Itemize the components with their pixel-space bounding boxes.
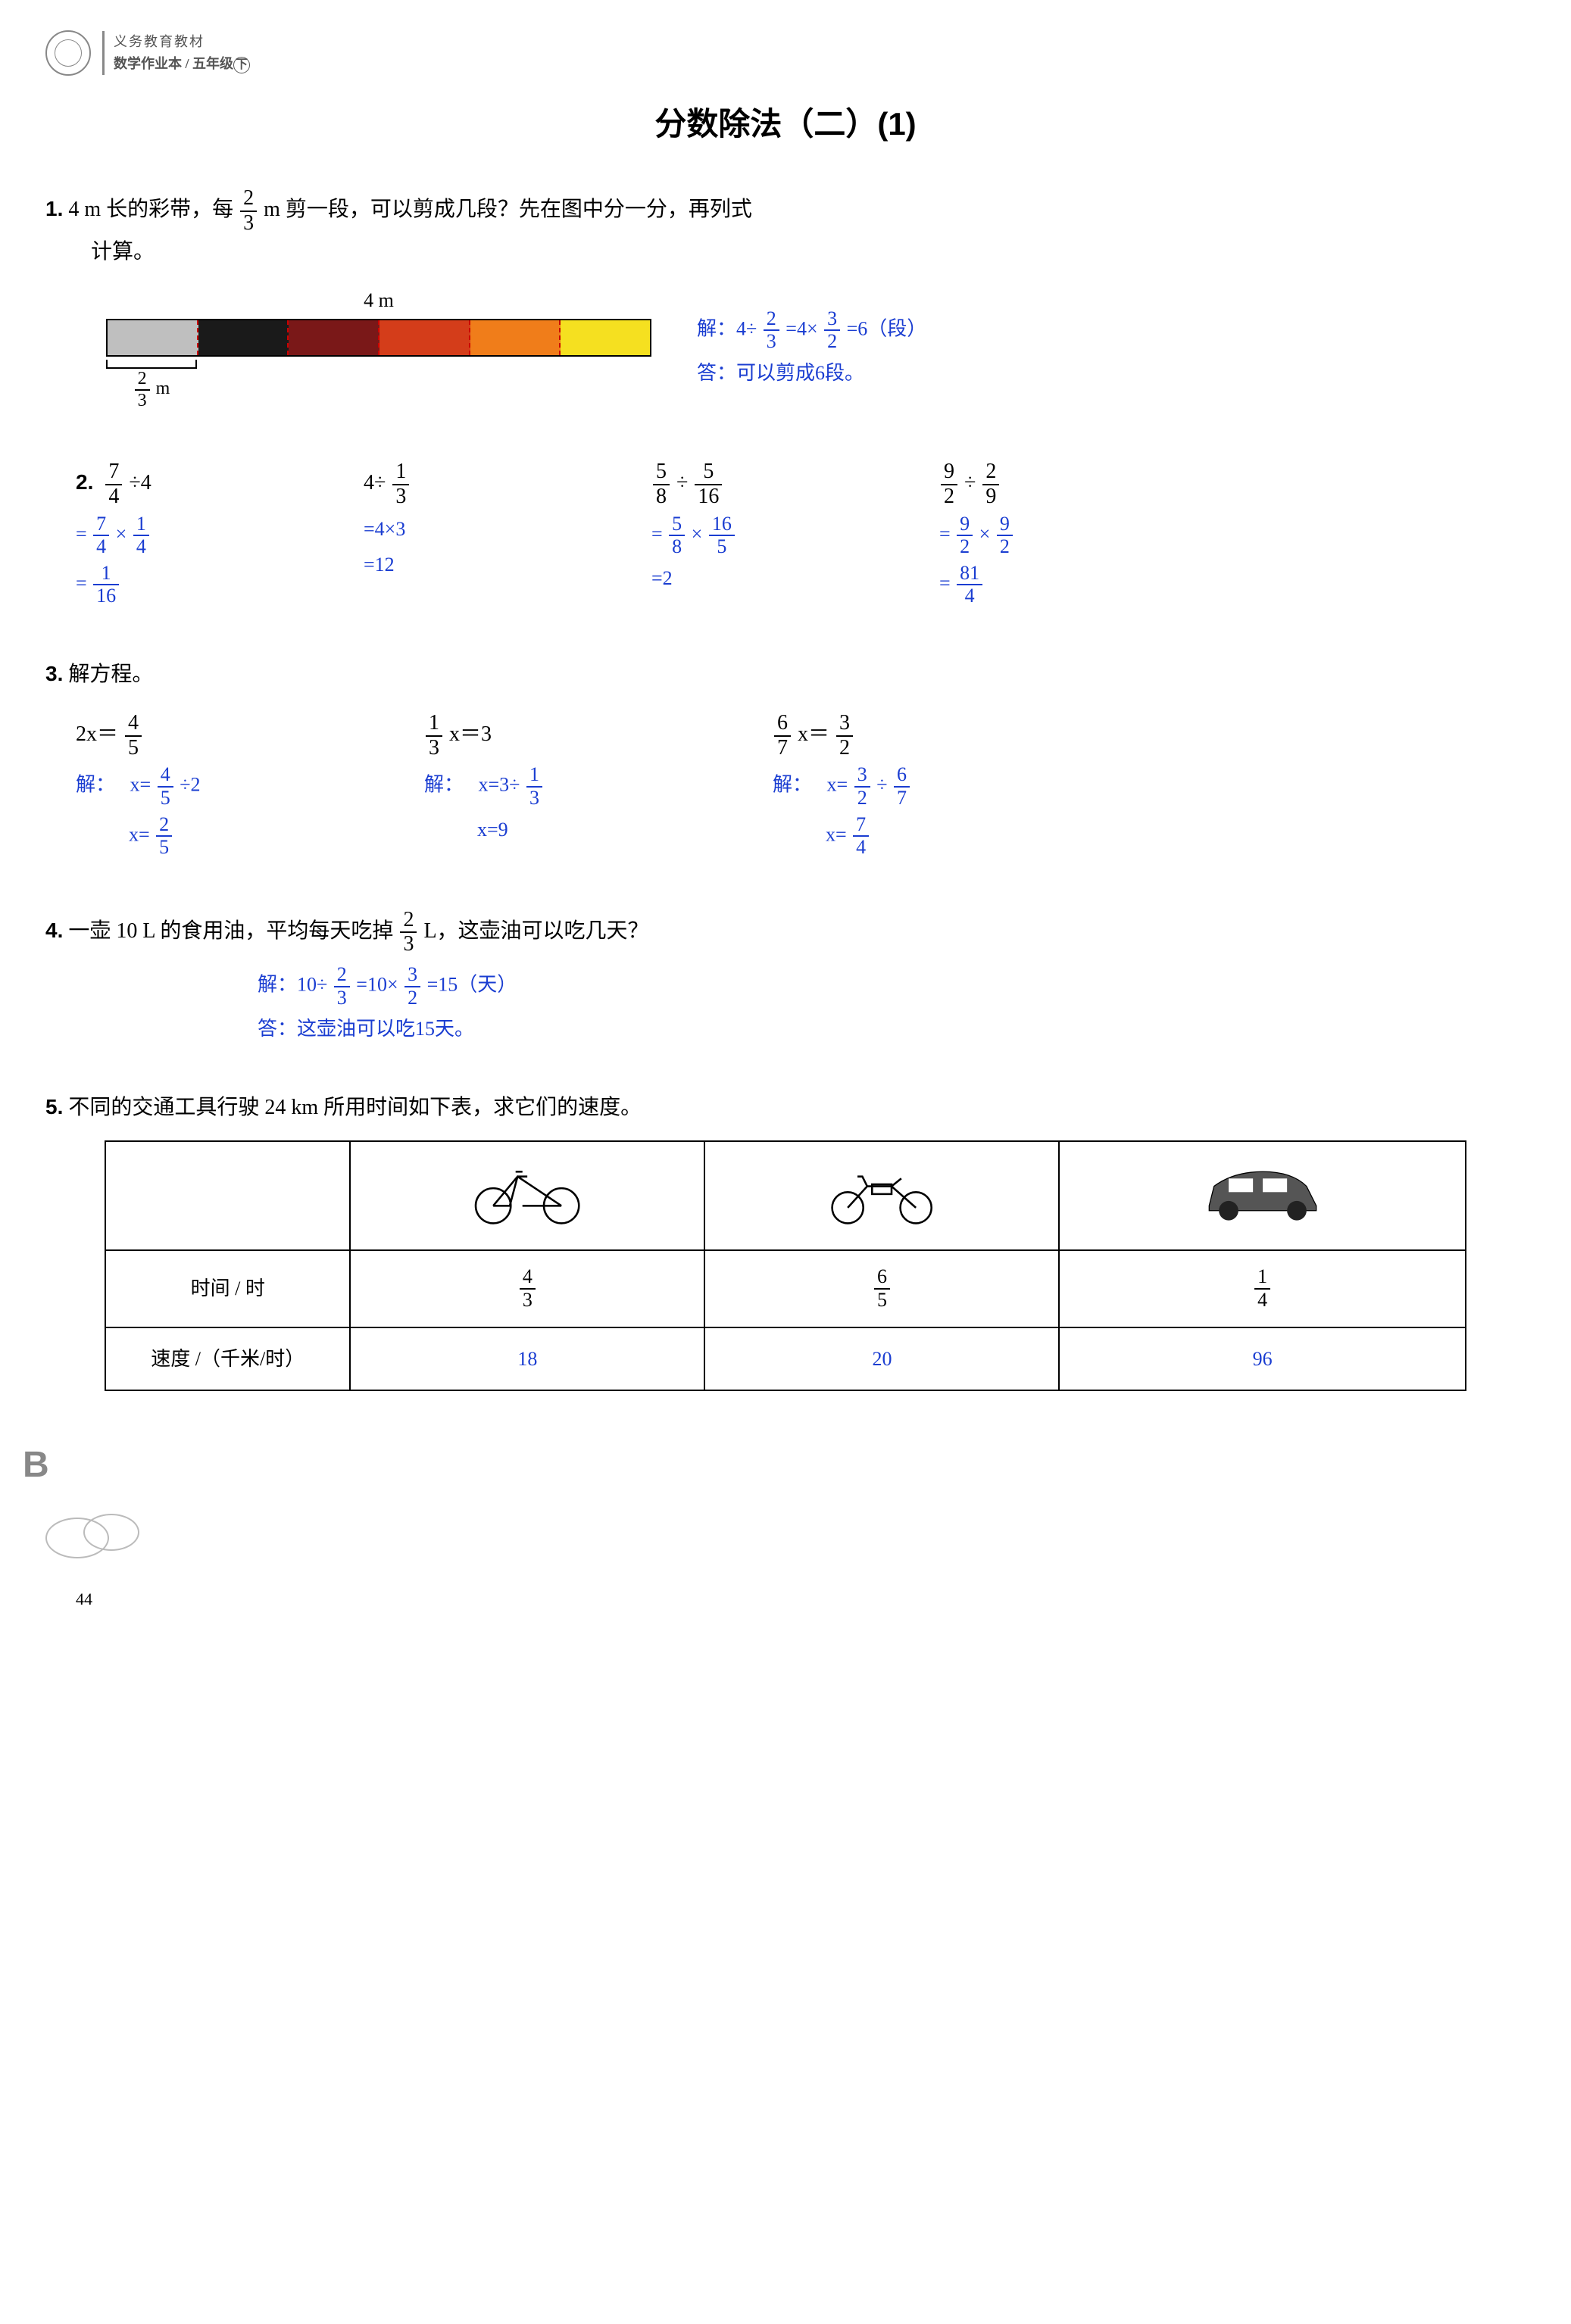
p2-item-4: 92 ÷ 29 = 92 × 92 = 814 <box>939 456 1136 612</box>
problem-5: 5. 不同的交通工具行驶 24 km 所用时间如下表，求它们的速度。 <box>45 1090 1526 1391</box>
segment <box>108 320 198 355</box>
page-number: 44 <box>76 1586 1526 1612</box>
ribbon-diagram: 4 m 23 m <box>106 285 651 410</box>
bar-top-label: 4 m <box>106 285 651 317</box>
vehicle-table: 时间 / 时 43 65 14 速度 /（千米/时） 18 20 96 <box>105 1140 1466 1391</box>
table-row: 速度 /（千米/时） 18 20 96 <box>105 1327 1466 1391</box>
page-title: 分数除法（二）(1) <box>45 98 1526 149</box>
speed-value: 20 <box>704 1327 1059 1391</box>
row-label: 速度 /（千米/时） <box>105 1327 350 1391</box>
p1-question: 1. 4 m 长的彩带，每 23 m 剪一段，可以剪成几段？先在图中分一分，再列… <box>45 187 1526 236</box>
table-row <box>105 1141 1466 1251</box>
p1-question-line2: 计算。 <box>91 236 1526 270</box>
p3-item-1: 2x＝ 45 解： x= 45 ÷2 x= 25 <box>76 707 273 863</box>
segment <box>470 320 561 355</box>
p2-item-2: 4÷ 13 =4×3 =12 <box>364 456 561 612</box>
speed-value: 18 <box>350 1327 704 1391</box>
bicycle-icon <box>350 1141 704 1251</box>
problem-2: 2. 74 ÷4 = 74 × 14 = 116 4÷ <box>45 456 1526 612</box>
speed-value: 96 <box>1059 1327 1465 1391</box>
logo-icon <box>45 30 91 76</box>
motorcycle-icon <box>704 1141 1059 1251</box>
ribbon-bar <box>106 319 651 357</box>
p2-item-3: 58 ÷ 516 = 58 × 165 =2 <box>651 456 848 612</box>
segment <box>379 320 470 355</box>
table-row: 时间 / 时 43 65 14 <box>105 1250 1466 1327</box>
p1-solution: 解：4÷ 23 =4× 32 =6（段） 答：可以剪成6段。 <box>697 304 926 394</box>
page-header: 义务教育教材 数学作业本 / 五年级下 <box>45 30 1526 76</box>
header-text: 义务教育教材 数学作业本 / 五年级下 <box>102 31 250 75</box>
header-line2: 数学作业本 / 五年级下 <box>114 53 250 75</box>
underbrace <box>106 360 197 369</box>
problem-1: 1. 4 m 长的彩带，每 23 m 剪一段，可以剪成几段？先在图中分一分，再列… <box>45 187 1526 410</box>
underbrace-label: 23 m <box>106 369 197 410</box>
problem-4: 4. 一壶 10 L 的食用油，平均每天吃掉 23 L，这壶油可以吃几天？ 解：… <box>45 909 1526 1045</box>
segment <box>198 320 289 355</box>
car-icon <box>1059 1141 1465 1251</box>
p3-item-3: 67 x＝ 32 解： x= 32 ÷ 67 x= 74 <box>773 707 970 863</box>
problem-3: 3. 解方程。 2x＝ 45 解： x= 45 ÷2 x= 25 <box>45 657 1526 863</box>
segment <box>289 320 379 355</box>
p3-item-2: 13 x＝3 解： x=3÷ 13 x=9 <box>424 707 621 863</box>
b-mark-icon: B <box>23 1437 1526 1495</box>
cloud-decoration-icon <box>45 1510 151 1555</box>
p2-item-1: 2. 74 ÷4 = 74 × 14 = 116 <box>76 456 273 612</box>
segment <box>561 320 650 355</box>
fraction: 23 <box>240 187 257 236</box>
row-label: 时间 / 时 <box>105 1250 350 1327</box>
header-line1: 义务教育教材 <box>114 31 250 53</box>
